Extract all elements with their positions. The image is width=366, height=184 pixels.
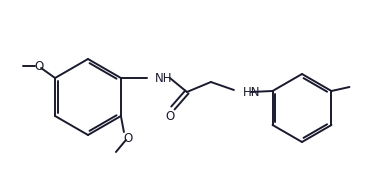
Text: O: O xyxy=(123,132,132,144)
Text: O: O xyxy=(165,111,175,123)
Text: NH: NH xyxy=(155,72,172,84)
Text: O: O xyxy=(34,59,44,72)
Text: HN: HN xyxy=(243,86,260,98)
